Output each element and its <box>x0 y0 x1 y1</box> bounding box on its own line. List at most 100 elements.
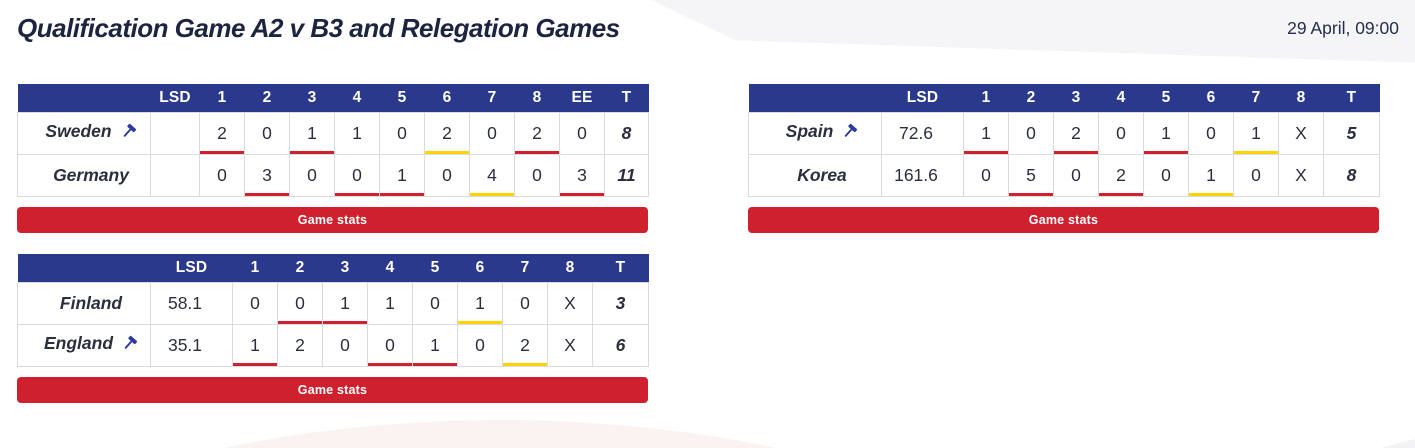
end-score: 2 <box>199 111 245 155</box>
end-score: 0 <box>334 153 380 197</box>
end-score: X <box>547 323 593 367</box>
header-row: LSD 1 2 3 4 5 6 7 8 EE T <box>17 84 649 112</box>
col-header-5: 5 <box>1143 84 1189 112</box>
hammer-icon <box>841 123 858 145</box>
game-stats-button-sweden-germany[interactable]: Game stats <box>17 207 648 233</box>
team-name: Spain <box>785 121 834 141</box>
end-score: 1 <box>367 281 413 325</box>
col-header-team <box>748 84 882 112</box>
end-score: X <box>1278 111 1324 155</box>
team-name: Finland <box>59 292 123 313</box>
game-stats-button-spain-korea[interactable]: Game stats <box>748 207 1379 233</box>
col-header-6: 6 <box>457 254 503 282</box>
end-score: 2 <box>277 323 323 367</box>
team-cell: England <box>17 323 151 367</box>
end-score: 3 <box>559 153 605 197</box>
end-score: 0 <box>457 323 503 367</box>
col-header-5: 5 <box>412 254 458 282</box>
end-score: 4 <box>469 153 515 197</box>
col-header-1: 1 <box>199 84 245 112</box>
team-row-sweden: Sweden 2 0 1 1 0 2 0 2 0 8 <box>17 111 649 155</box>
end-score: 1 <box>379 153 425 197</box>
col-header-2: 2 <box>277 254 323 282</box>
end-score: 0 <box>367 323 413 367</box>
col-header-t: T <box>1323 84 1380 112</box>
end-score: 1 <box>457 281 503 325</box>
end-score: 0 <box>1008 111 1054 155</box>
end-score: 0 <box>1188 111 1234 155</box>
total-score: 3 <box>592 281 649 325</box>
end-score: 0 <box>502 281 548 325</box>
hammer-icon <box>121 335 138 357</box>
col-header-4: 4 <box>1098 84 1144 112</box>
team-row-korea: Korea 161.6 0 5 0 2 0 1 0 X 8 <box>748 153 1380 197</box>
end-score: 1 <box>232 323 278 367</box>
end-score: 2 <box>514 111 560 155</box>
header-row: LSD 1 2 3 4 5 6 7 8 T <box>17 254 649 282</box>
col-header-2: 2 <box>1008 84 1054 112</box>
end-score: 0 <box>1098 111 1144 155</box>
end-score: 2 <box>1098 153 1144 197</box>
end-score: 1 <box>322 281 368 325</box>
col-header-7: 7 <box>469 84 515 112</box>
end-score: 0 <box>244 111 290 155</box>
score-table: LSD 1 2 3 4 5 6 7 8 EE T Sweden 2 0 1 1 0 2 0 2 0 8 Germany 0 3 0… <box>17 84 649 197</box>
lsd-value: 35.1 <box>150 323 233 367</box>
team-name: Sweden <box>45 121 112 141</box>
team-cell: Spain <box>748 111 882 155</box>
col-header-t: T <box>592 254 649 282</box>
end-score: 1 <box>412 323 458 367</box>
page-title: Qualification Game A2 v B3 and Relegatio… <box>17 13 620 43</box>
end-score: 0 <box>963 153 1009 197</box>
end-score: 1 <box>289 111 335 155</box>
end-score: 0 <box>424 153 470 197</box>
total-score: 8 <box>1323 153 1380 197</box>
col-header-3: 3 <box>289 84 335 112</box>
col-header-1: 1 <box>232 254 278 282</box>
col-header-lsd: LSD <box>150 254 233 282</box>
col-header-t: T <box>604 84 649 112</box>
score-table: LSD 1 2 3 4 5 6 7 8 T Spain 72.6 1 0 2 0 1 0 1 X 5 Korea 161.6… <box>748 84 1380 197</box>
col-header-lsd: LSD <box>150 84 200 112</box>
end-score: 1 <box>1143 111 1189 155</box>
end-score: 3 <box>244 153 290 197</box>
team-row-england: England 35.1 1 2 0 0 1 0 2 X 6 <box>17 323 649 367</box>
team-name: Germany <box>53 164 129 185</box>
end-score: 1 <box>1233 111 1279 155</box>
end-score: 1 <box>1188 153 1234 197</box>
end-score: 0 <box>1143 153 1189 197</box>
total-score: 11 <box>604 153 649 197</box>
col-header-4: 4 <box>367 254 413 282</box>
end-score: X <box>547 281 593 325</box>
end-score: 0 <box>1233 153 1279 197</box>
hammer-icon <box>120 123 137 145</box>
lsd-value: 72.6 <box>881 111 964 155</box>
header-row: LSD 1 2 3 4 5 6 7 8 T <box>748 84 1380 112</box>
col-header-8: 8 <box>1278 84 1324 112</box>
col-header-6: 6 <box>1188 84 1234 112</box>
end-score: 0 <box>559 111 605 155</box>
total-score: 5 <box>1323 111 1380 155</box>
team-row-spain: Spain 72.6 1 0 2 0 1 0 1 X 5 <box>748 111 1380 155</box>
team-name: England <box>43 333 114 353</box>
end-score: 0 <box>412 281 458 325</box>
col-header-lsd: LSD <box>881 84 964 112</box>
end-score: 2 <box>502 323 548 367</box>
scoreboard-finland-england: LSD 1 2 3 4 5 6 7 8 T Finland 58.1 0 0 1 1 0 1 0 X 3 England 3… <box>17 254 649 367</box>
end-score: 0 <box>289 153 335 197</box>
score-table: LSD 1 2 3 4 5 6 7 8 T Finland 58.1 0 0 1 1 0 1 0 X 3 England 3… <box>17 254 649 367</box>
end-score: 0 <box>469 111 515 155</box>
total-score: 6 <box>592 323 649 367</box>
lsd-value <box>150 153 200 197</box>
col-header-ee: EE <box>559 84 605 112</box>
end-score: 0 <box>277 281 323 325</box>
game-stats-button-finland-england[interactable]: Game stats <box>17 377 648 403</box>
col-header-3: 3 <box>1053 84 1099 112</box>
scoreboard-sweden-germany: LSD 1 2 3 4 5 6 7 8 EE T Sweden 2 0 1 1 0 2 0 2 0 8 Germany 0 3 0… <box>17 84 649 197</box>
col-header-8: 8 <box>514 84 560 112</box>
lsd-value: 58.1 <box>150 281 233 325</box>
col-header-7: 7 <box>1233 84 1279 112</box>
team-cell: Korea <box>748 153 882 197</box>
col-header-4: 4 <box>334 84 380 112</box>
